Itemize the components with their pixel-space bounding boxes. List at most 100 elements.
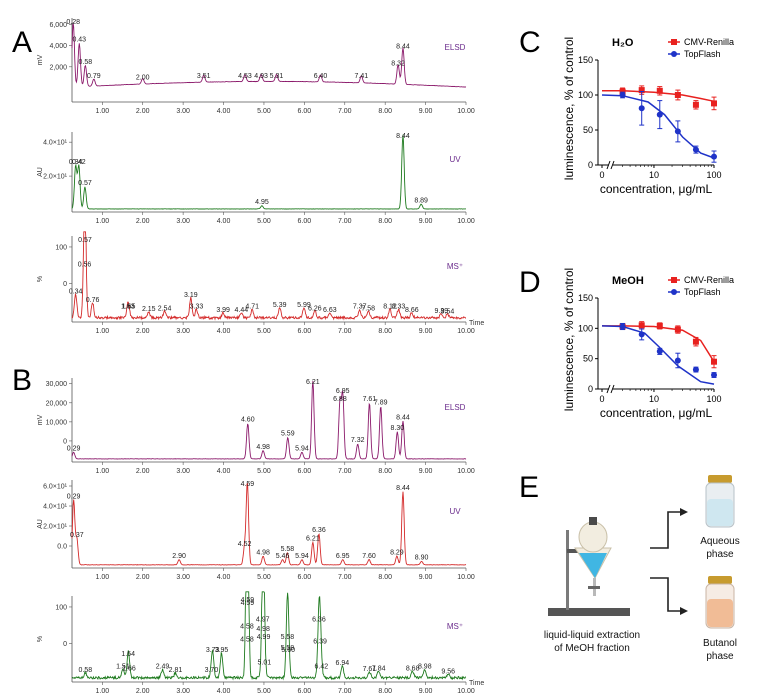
peak-label: 8.89: [414, 197, 428, 204]
data-point: [674, 326, 681, 333]
x-tick-label: 4.00: [217, 574, 231, 581]
arrow-head-butanol: [680, 607, 688, 615]
peak-label: 5.31: [270, 73, 284, 80]
trace-line: [71, 380, 467, 460]
peak-label: 5.59: [281, 431, 295, 438]
y-tick-label: 50: [583, 125, 593, 135]
y-tick-label: 0: [588, 160, 593, 170]
x-tick-label: 9.00: [419, 328, 433, 335]
peak-label: 5.01: [258, 659, 272, 666]
x-tick-label: 7.00: [338, 468, 352, 475]
butanol-label-line-2: phase: [706, 651, 734, 662]
peak-label: 8.44: [396, 133, 410, 140]
peak-label: 2.00: [136, 74, 150, 81]
y-tick-label: 150: [578, 293, 593, 303]
peak-label: 2.54: [158, 305, 172, 312]
x-tick-label: 10.00: [457, 218, 475, 225]
x-unit-label: Time: [469, 320, 484, 327]
peak-label: 0.37: [70, 532, 84, 539]
panel-label-a: A: [12, 26, 32, 59]
detector-label: ELSD: [445, 43, 466, 52]
x-tick-label: 5.00: [257, 468, 271, 475]
peak-label: 2.15: [142, 306, 156, 313]
y-tick-label: 100: [578, 90, 593, 100]
trace-line: [71, 483, 467, 566]
x-tick-label: 6.00: [298, 108, 312, 115]
peak-label: 6.95: [336, 388, 350, 395]
peak-label: 4.59: [241, 597, 255, 604]
peak-label: 2.90: [172, 553, 186, 560]
trace-line: [71, 22, 467, 88]
peak-label: 0.57: [78, 180, 92, 187]
peak-label: 7.32: [351, 437, 365, 444]
peak-label: 4.52: [238, 541, 252, 548]
aqueous-label-line-1: Aqueous: [700, 536, 739, 547]
peak-label: 4.71: [245, 304, 259, 311]
y-tick-label: 0: [63, 281, 67, 288]
legend-marker: [671, 39, 677, 45]
peak-label: 8.33: [392, 304, 406, 311]
peak-label: 6.26: [308, 305, 322, 312]
arrow-to-butanol: [650, 577, 680, 612]
detector-label: MS⁺: [447, 262, 463, 271]
chromatogram-a-elsd: 1.00 2.00 3.00 4.00 5.00 6.00 7.00 8.00 9.00 10.0…: [37, 18, 475, 115]
peak-label: 5.46: [276, 553, 290, 560]
x-tick-label: 0: [599, 170, 604, 180]
funnel-bulb: [578, 521, 608, 553]
y-tick-label: 0.0: [57, 544, 67, 551]
x-tick-label: 4.00: [217, 328, 231, 335]
data-point: [619, 92, 626, 98]
x-tick-label: 2.00: [136, 328, 150, 335]
data-point: [619, 88, 626, 95]
peak-label: 3.70: [205, 667, 219, 674]
peak-label: 9.39: [435, 308, 449, 315]
peak-label: 6.36: [312, 617, 326, 624]
y-axis-label: AU: [37, 519, 44, 529]
peak-label: 0.76: [86, 297, 100, 304]
butanol-label-line-1: Butanol: [703, 638, 737, 649]
x-tick-label: 3.00: [176, 328, 190, 335]
y-tick-label: 4.0×10¹: [43, 504, 68, 511]
x-tick-label: 5.00: [257, 328, 271, 335]
x-tick-label: 10: [649, 170, 659, 180]
detector-label: UV: [449, 507, 461, 516]
peak-label: 4.95: [255, 199, 269, 206]
data-point: [711, 358, 717, 365]
legend-label: CMV-Renilla: [684, 37, 734, 47]
y-tick-label: 150: [578, 55, 593, 65]
x-tick-label: 1.00: [95, 574, 109, 581]
data-point: [692, 101, 699, 108]
x-tick-label: 9.00: [419, 574, 433, 581]
peak-label: 4.53: [238, 73, 252, 80]
chromatogram-b-uv: 1.00 2.00 3.00 4.00 5.00 6.00 7.00 8.00 9.00 10.0…: [37, 480, 475, 581]
peak-label: 6.63: [323, 307, 337, 314]
data-point: [692, 146, 699, 153]
peak-label: 6.94: [336, 660, 350, 667]
data-point: [674, 357, 681, 364]
peak-label: 7.60: [362, 553, 376, 560]
y-axis-label: mV: [37, 54, 44, 65]
peak-label: 6.21: [306, 379, 320, 386]
y-tick-label: 100: [55, 244, 67, 251]
x-unit-label: Time: [469, 680, 484, 687]
peak-label: 0.28: [66, 19, 80, 26]
peak-label: 5.99: [297, 302, 311, 309]
y-tick-label: 6.0×10¹: [43, 484, 68, 491]
x-tick-label: 4.00: [217, 468, 231, 475]
x-tick-label: 100: [706, 170, 721, 180]
peak-label: 7.61: [363, 396, 377, 403]
axis-break-mark: [610, 160, 615, 170]
x-tick-label: 2.00: [136, 218, 150, 225]
data-point: [638, 105, 645, 112]
y-axis-label: AU: [37, 167, 44, 177]
x-tick-label: 4.00: [217, 108, 231, 115]
legend-marker: [671, 289, 677, 295]
series-topflash: TopFlash: [601, 49, 721, 163]
x-tick-label: 10.00: [457, 108, 475, 115]
peak-label: 6.88: [333, 396, 347, 403]
peak-label: 6.36: [312, 527, 326, 534]
peak-label: 7.58: [361, 305, 375, 312]
funnel-stopper: [589, 517, 597, 525]
peak-label: 5.58: [281, 645, 295, 652]
panel-label-e: E: [519, 471, 539, 504]
